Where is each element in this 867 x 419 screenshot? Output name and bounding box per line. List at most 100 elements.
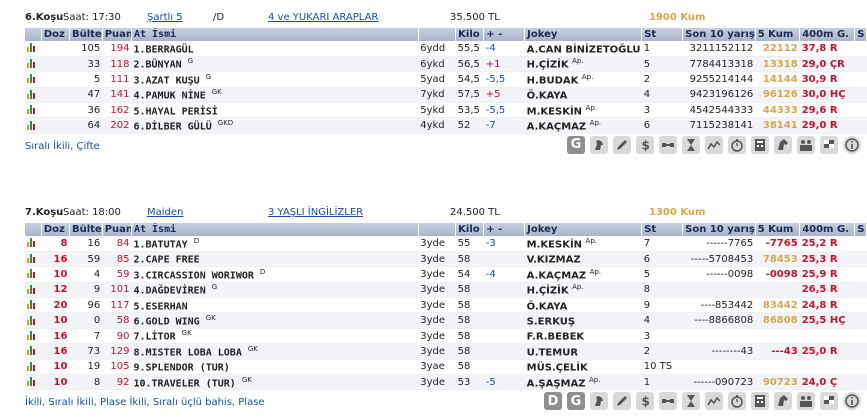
horse-name[interactable]: 2.BÜNYAN: [133, 59, 182, 71]
info-icon[interactable]: [843, 392, 861, 411]
horse-name[interactable]: 2.CAPE FREE: [133, 254, 200, 266]
jockey-cell[interactable]: H.ÇİZİK Ap.: [524, 282, 642, 299]
calculator-icon[interactable]: [751, 392, 769, 411]
jockey-cell[interactable]: A.CAN BİNİZETOĞLU Ap.: [524, 41, 642, 57]
jockey-name[interactable]: S.ERKUŞ: [526, 316, 576, 328]
col-doz[interactable]: Doz: [41, 28, 70, 41]
jockey-cell[interactable]: F.R.BEBEK: [524, 328, 642, 345]
horse-name-cell[interactable]: 6.GOLD WING GK: [131, 312, 419, 329]
dollar-icon[interactable]: $: [636, 135, 654, 154]
col-s[interactable]: S: [854, 28, 867, 41]
horse-name[interactable]: 6.DİLBER GÜLÜ: [133, 121, 212, 133]
stats-chart-icon[interactable]: [25, 328, 42, 345]
horse-name[interactable]: 5.ESERHAN: [133, 300, 188, 312]
horse-name[interactable]: 5.HAYAL PERİSİ: [133, 105, 218, 117]
horse-name[interactable]: 10.TRAVELER (TUR): [133, 377, 236, 389]
horse-name-cell[interactable]: 1.BERRAGÜL: [131, 41, 419, 57]
table-row[interactable]: 10 8 92 10.TRAVELER (TUR) GK 3yde 53 -5 A.ŞAŞMA…: [25, 374, 867, 391]
stats-chart-icon[interactable]: [25, 282, 42, 299]
stats-chart-icon[interactable]: [25, 359, 42, 376]
col-puan[interactable]: Puan: [102, 28, 132, 41]
line-chart-icon[interactable]: [705, 135, 723, 154]
horse-name-cell[interactable]: 4.DAĞDEVİREN G: [131, 282, 419, 299]
horse-name-cell[interactable]: 5.ESERHAN: [131, 297, 419, 314]
table-row[interactable]: 47 141 4.PAMUK NİNE GK 7ykd 57,5 +5 Ö.KAYA 4 94…: [25, 87, 867, 104]
col-400m[interactable]: 400m G.: [799, 223, 856, 236]
jockey-cell[interactable]: H.ÇİZİK Ap.: [524, 56, 642, 73]
jockey-cell[interactable]: A.KAÇMAZ Ap.: [524, 266, 642, 283]
col-bulten[interactable]: Bülten: [69, 28, 103, 41]
table-row[interactable]: 16 59 85 2.CAPE FREE 3yde 58 V.KIZMAZ 6 -----5…: [25, 251, 867, 268]
table-row[interactable]: 105 194 1.BERRAGÜL 6ydd 55,5 -4 A.CAN BİNİZET…: [25, 41, 867, 57]
col-doz[interactable]: Doz: [41, 223, 70, 236]
jockey-cell[interactable]: Ö.KAYA: [524, 87, 642, 104]
race-category-link[interactable]: 3 YAŞLI İNGİLİZLER: [268, 207, 364, 218]
horse-name[interactable]: 4.DAĞDEVİREN: [133, 285, 206, 297]
stats-chart-icon[interactable]: [25, 56, 42, 73]
stopwatch-icon[interactable]: [728, 392, 746, 411]
stats-chart-icon[interactable]: [25, 102, 42, 119]
g-button[interactable]: G: [567, 135, 585, 154]
jockey-name[interactable]: M.KESKİN: [526, 239, 583, 251]
col-jokey[interactable]: Jokey: [524, 223, 643, 236]
col-at-ismi[interactable]: At İsmi: [131, 28, 419, 41]
group-icon[interactable]: [797, 135, 815, 154]
stats-chart-icon[interactable]: [25, 343, 42, 360]
jockey-cell[interactable]: U.TEMUR: [524, 343, 642, 360]
jockey-cell[interactable]: M.KESKİN Ap.: [524, 102, 642, 119]
jockey-cell[interactable]: V.KIZMAZ: [524, 251, 642, 268]
col-plus-minus[interactable]: + -: [483, 223, 526, 236]
flag-icon[interactable]: [820, 135, 838, 154]
horse-head-icon[interactable]: [774, 135, 792, 154]
jockey-name[interactable]: Ö.KAYA: [526, 300, 568, 312]
horse-name[interactable]: 7.LİTOR: [133, 331, 176, 343]
jockey-name[interactable]: M.KESKİN: [526, 105, 583, 117]
calculator-icon[interactable]: [751, 135, 769, 154]
jockey-cell[interactable]: Ö.KAYA: [524, 297, 642, 314]
horse-name-cell[interactable]: 10.TRAVELER (TUR) GK: [131, 374, 419, 391]
race-condition-link[interactable]: Maiden: [147, 207, 184, 218]
edit-icon[interactable]: [613, 135, 631, 154]
col-st[interactable]: St: [641, 28, 684, 41]
horse-name[interactable]: 3.CIRCASSION WORIWOR: [133, 270, 254, 282]
stats-chart-icon[interactable]: [25, 266, 42, 283]
stats-chart-icon[interactable]: [25, 236, 42, 252]
info-icon[interactable]: [843, 135, 861, 154]
col-s[interactable]: S: [854, 223, 867, 236]
col-jokey[interactable]: Jokey: [524, 28, 643, 41]
col-400m[interactable]: 400m G.: [799, 28, 856, 41]
horse-name-cell[interactable]: 6.DİLBER GÜLÜ GKD: [131, 117, 419, 134]
horse-icon[interactable]: [590, 392, 608, 411]
stats-chart-icon[interactable]: [25, 297, 42, 314]
horse-name-cell[interactable]: 1.BATUTAY D: [131, 236, 419, 252]
jockey-cell[interactable]: M.KESKİN Ap.: [524, 236, 642, 252]
satellite-icon[interactable]: [659, 135, 677, 154]
col-kilo[interactable]: Kilo: [455, 28, 485, 41]
race-condition-link[interactable]: Şartlı 5: [147, 12, 183, 23]
horse-name-cell[interactable]: 3.AZAT KUŞU G: [131, 71, 419, 88]
jockey-name[interactable]: F.R.BEBEK: [526, 331, 585, 343]
table-row[interactable]: 64 202 6.DİLBER GÜLÜ GKD 4ykd 52 -7 A.KAÇMAZ A…: [25, 117, 867, 134]
jockey-name[interactable]: MÜS.ÇELİK: [526, 362, 588, 374]
jockey-name[interactable]: U.TEMUR: [526, 347, 579, 359]
horse-name-cell[interactable]: 3.CIRCASSION WORIWOR D: [131, 266, 419, 283]
table-row[interactable]: 10 19 105 9.SPLENDOR (TUR) 3yae 58 MÜS.ÇELİK …: [25, 359, 867, 376]
jockey-cell[interactable]: MÜS.ÇELİK: [524, 359, 642, 376]
hourglass-icon[interactable]: [682, 135, 700, 154]
col-son10[interactable]: Son 10 yarışı: [682, 223, 756, 236]
col-5kum[interactable]: 5 Kum: [755, 223, 801, 236]
jockey-name[interactable]: A.ŞAŞMAZ: [526, 377, 586, 389]
horse-name-cell[interactable]: 5.HAYAL PERİSİ: [131, 102, 419, 119]
jockey-name[interactable]: Ö.KAYA: [526, 90, 568, 102]
horse-name[interactable]: 1.BERRAGÜL: [133, 44, 194, 56]
stats-chart-icon[interactable]: [25, 117, 42, 134]
horse-name-cell[interactable]: 8.MISTER LOBA LOBA GK: [131, 343, 419, 360]
dollar-icon[interactable]: $: [636, 392, 654, 411]
col-bulten[interactable]: Bülten: [69, 223, 103, 236]
table-row[interactable]: 8 16 84 1.BATUTAY D 3yde 55 -3 M.KESKİN Ap. 7 ---…: [25, 236, 867, 252]
jockey-cell[interactable]: A.KAÇMAZ Ap.: [524, 117, 642, 134]
stats-chart-icon[interactable]: [25, 374, 42, 391]
horse-name[interactable]: 6.GOLD WING: [133, 316, 200, 328]
table-row[interactable]: 33 118 2.BÜNYAN G 6ykd 56,5 +1 H.ÇİZİK Ap. 5 778…: [25, 56, 867, 73]
jockey-name[interactable]: H.BUDAK: [526, 75, 579, 87]
